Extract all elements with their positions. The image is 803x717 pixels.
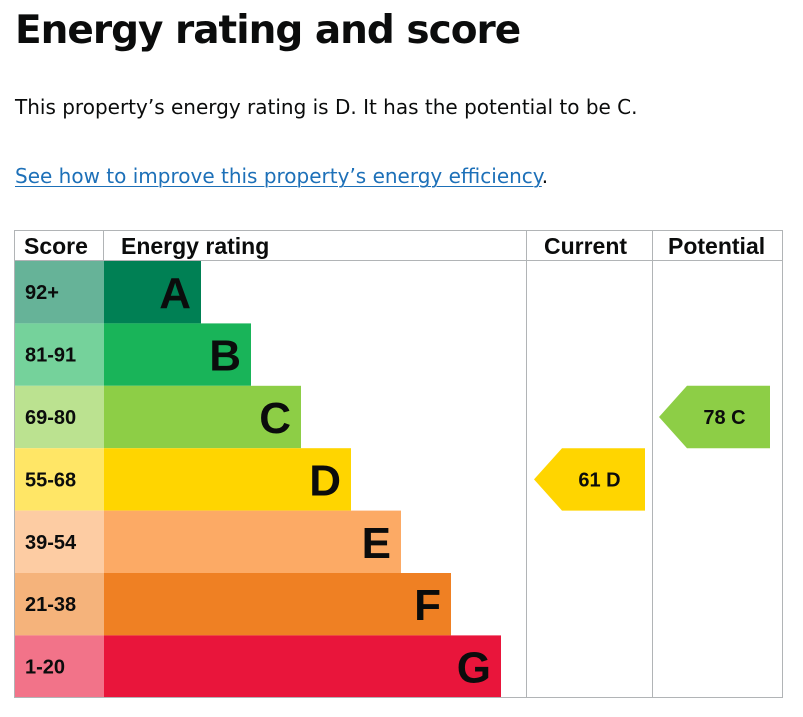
table-border <box>14 230 783 698</box>
potential-arrow <box>659 385 770 449</box>
band-bar-d <box>104 448 351 511</box>
score-range-a: 92+ <box>25 282 59 304</box>
band-letter-e: E <box>362 519 391 568</box>
score-range-d: 55-68 <box>25 469 76 491</box>
score-range-g: 1-20 <box>25 657 65 679</box>
table-header: Score Energy rating Current Potential <box>24 233 765 259</box>
band-letter-f: F <box>414 581 441 630</box>
table-grid <box>14 230 783 698</box>
band-letter-a: A <box>159 269 191 318</box>
score-range-f: 21-38 <box>25 594 76 616</box>
score-range-c: 69-80 <box>25 407 76 429</box>
band-bar-f <box>104 573 451 636</box>
band-letter-c: C <box>259 394 291 443</box>
rating-summary: This property’s energy rating is D. It h… <box>15 95 638 119</box>
improve-link-line: See how to improve this property’s energ… <box>15 162 548 190</box>
header-potential: Potential <box>668 233 765 259</box>
score-cell-a <box>15 261 104 324</box>
band-bar-b <box>104 323 251 386</box>
score-cell-d <box>15 448 104 511</box>
score-cell-c <box>15 385 104 449</box>
band-bar-g <box>104 635 501 698</box>
score-cell-e <box>15 510 104 573</box>
header-score: Score <box>24 233 88 259</box>
arrows-layer: 61 D 78 C <box>534 385 770 511</box>
score-cell-b <box>15 323 104 386</box>
score-range-b: 81-91 <box>25 345 76 367</box>
page-title: Energy rating and score <box>15 8 521 53</box>
band-bar-e <box>104 510 401 573</box>
header-energy-rating: Energy rating <box>121 233 269 259</box>
band-bar-c <box>104 385 301 449</box>
bands-layer: 92+ A 81-91 B 69-80 C 55-68 D 39-54 E 21-38 F 1-20 G <box>15 261 501 698</box>
score-cell-f <box>15 573 104 636</box>
band-letter-b: B <box>209 332 241 381</box>
score-range-e: 39-54 <box>25 532 77 554</box>
header-current: Current <box>544 233 627 259</box>
current-arrow <box>534 448 645 511</box>
band-bar-a <box>104 261 201 324</box>
link-suffix: . <box>541 164 549 188</box>
band-letter-d: D <box>309 456 341 505</box>
current-rating-label: 61 D <box>578 469 620 491</box>
improve-efficiency-link[interactable]: See how to improve this property’s energ… <box>15 164 542 188</box>
potential-rating-label: 78 C <box>703 407 745 429</box>
score-cell-g <box>15 635 104 698</box>
band-letter-g: G <box>457 644 491 693</box>
